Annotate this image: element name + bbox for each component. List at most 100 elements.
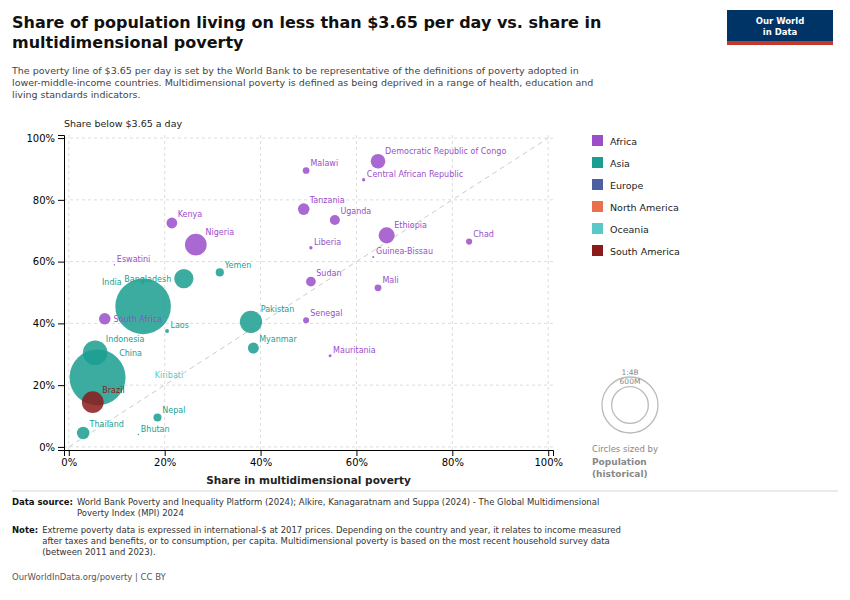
point-label: Kiribati [155, 371, 183, 380]
footer: OurWorldInData.org/poverty | CC BY [12, 572, 167, 582]
bubble [82, 391, 104, 413]
legend-label: Oceania [610, 224, 649, 235]
x-grid-line [356, 135, 357, 450]
x-tick: 80% [442, 450, 464, 468]
source-label: Data source: [12, 497, 73, 507]
source-line: Poverty Index (MPI) 2024 [77, 508, 184, 518]
bubble [371, 154, 386, 169]
bubble [185, 234, 207, 256]
size-legend: 1:4B600MCircles sized byPopulation(histo… [592, 368, 658, 480]
x-tick-label: 0% [61, 457, 77, 468]
chart-svg: Share of population living on less than … [0, 0, 850, 600]
y-tick-mark [58, 138, 64, 139]
y-tick-label: 100% [26, 133, 55, 144]
bubble [248, 343, 259, 354]
title-line: Share of population living on less than … [12, 13, 601, 32]
subtitle: The poverty line of $3.65 per day is set… [11, 65, 593, 100]
bubble [329, 354, 332, 357]
bubble [152, 380, 154, 382]
point-label: Yemen [224, 261, 252, 270]
point-label: Central African Republic [367, 170, 463, 179]
point-label: Sudan [316, 269, 341, 278]
x-tick: 100% [534, 450, 563, 468]
point-label: Malawi [310, 159, 338, 168]
subtitle-line: The poverty line of $3.65 per day is set… [11, 65, 579, 76]
bubble [77, 427, 90, 440]
x-axis-line [65, 451, 554, 457]
x-grid-line [260, 135, 261, 450]
y-grid-line [64, 138, 553, 139]
logo-strip [727, 41, 833, 45]
point-label: Liberia [314, 238, 341, 247]
subtitle-line: lower-middle-income countries. Multidime… [12, 77, 593, 88]
title: Share of population living on less than … [12, 13, 601, 52]
y-tick-label: 0% [39, 442, 55, 453]
logo-text: in Data [763, 27, 798, 37]
x-tick-mark [356, 450, 357, 456]
source-line: World Bank Poverty and Inequality Platfo… [77, 497, 599, 507]
x-grid-line [548, 135, 549, 450]
size-legend-circle [602, 377, 658, 433]
point-label: Thailand [89, 420, 124, 429]
point-label: South Africa [114, 315, 163, 324]
note-line: (between 2011 and 2023). [42, 547, 155, 557]
bubble [372, 256, 374, 258]
y-axis-line [58, 136, 65, 451]
y-tick-mark [58, 200, 64, 201]
x-tick-mark [548, 450, 549, 456]
bubble [138, 434, 139, 435]
logo: Our Worldin Data [727, 10, 833, 45]
size-legend-label: 600M [620, 377, 641, 386]
bubble [165, 329, 169, 333]
subtitle-line: living standards indicators. [12, 89, 141, 100]
x-tick: 0% [61, 450, 77, 468]
bubble [330, 215, 340, 225]
bubble [306, 277, 316, 287]
y-grid-line [64, 385, 553, 386]
point-label: Democratic Republic of Congo [385, 147, 506, 156]
point-label: Senegal [310, 309, 342, 318]
legend-label: Europe [610, 180, 644, 191]
point-label: Kenya [178, 210, 203, 219]
legend-swatch [592, 245, 603, 256]
y-tick: 0% [39, 442, 64, 453]
x-tick: 60% [346, 450, 368, 468]
legend: AfricaAsiaEuropeNorth AmericaOceaniaSout… [592, 135, 680, 257]
bubble [174, 269, 193, 288]
legend-label: Asia [610, 158, 630, 169]
point-label: China [119, 349, 142, 358]
legend-label: North America [610, 202, 679, 213]
title-line: multidimensional poverty [12, 33, 244, 52]
note-line: after taxes and benefits, or to consumpt… [42, 536, 610, 546]
point-label: Bangladesh [124, 275, 171, 284]
point-label: Tanzania [309, 196, 345, 205]
legend-swatch [592, 179, 603, 190]
bubble [309, 246, 312, 249]
point-label: Nigeria [205, 228, 234, 237]
x-grid-line [452, 135, 453, 450]
size-legend-note: (historical) [592, 469, 648, 479]
separator [12, 491, 838, 492]
x-tick-label: 40% [250, 457, 272, 468]
bubble [99, 313, 111, 325]
bubble [153, 414, 161, 422]
x-tick-mark [261, 450, 262, 456]
point-label: India [102, 278, 122, 287]
y-grid-line [64, 446, 553, 447]
x-tick-label: 20% [154, 457, 176, 468]
plot-area [69, 138, 548, 447]
point-label: Guinea-Bissau [376, 247, 433, 256]
bubble [115, 279, 171, 335]
bubble [298, 203, 310, 215]
note-line: Extreme poverty data is expressed in int… [42, 525, 621, 535]
note: Extreme poverty data is expressed in int… [42, 525, 621, 557]
x-tick-mark [69, 450, 70, 456]
bubble [166, 218, 177, 229]
point-label: Bhutan [141, 425, 170, 434]
x-axis-title: Share in multidimensional poverty [206, 474, 411, 486]
point-label: Ethiopia [394, 221, 427, 230]
point-label: Mauritania [333, 346, 376, 355]
point-label: Myanmar [259, 335, 297, 344]
grid [64, 135, 553, 450]
point-label: Indonesia [106, 335, 145, 344]
